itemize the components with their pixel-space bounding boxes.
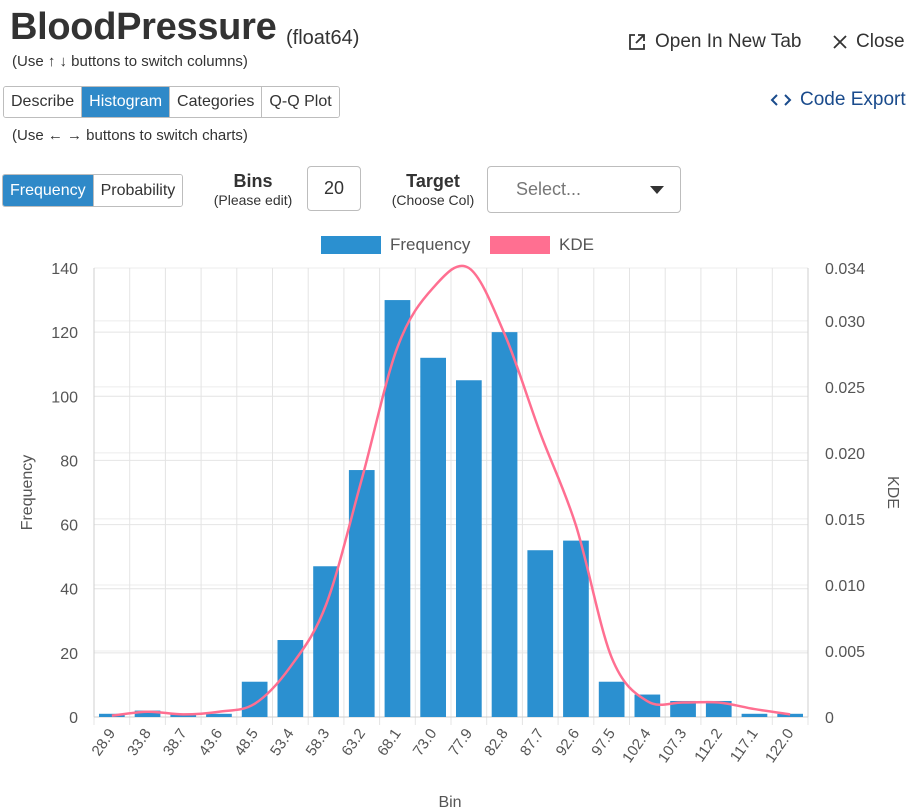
x-tick-label: 92.6 bbox=[553, 726, 584, 760]
target-label-title: Target bbox=[406, 171, 460, 191]
x-tick-label: 33.8 bbox=[124, 726, 155, 760]
histogram-bar bbox=[134, 710, 161, 717]
x-tick-label: 73.0 bbox=[410, 726, 441, 760]
x-tick-label: 112.2 bbox=[691, 726, 726, 766]
kde-line bbox=[111, 264, 791, 717]
x-axis-title: Bin bbox=[438, 794, 461, 808]
frequency-button[interactable]: Frequency bbox=[3, 175, 94, 206]
external-link-icon bbox=[629, 34, 645, 50]
legend-swatch-frequency bbox=[321, 236, 381, 254]
y-axis-title: Frequency bbox=[19, 455, 36, 531]
bins-label-title: Bins bbox=[233, 171, 273, 191]
column-title: BloodPressure bbox=[10, 6, 277, 48]
y-tick-label: 20 bbox=[60, 646, 78, 663]
histogram-bar bbox=[670, 700, 696, 717]
close-label: Close bbox=[856, 31, 905, 52]
chart-switch-hint: (Use ← → buttons to switch charts) bbox=[12, 127, 248, 144]
y2-tick-label: 0 bbox=[825, 710, 834, 727]
histogram-bar bbox=[384, 300, 411, 717]
x-tick-label: 53.4 bbox=[267, 726, 298, 760]
histogram-bar bbox=[420, 357, 447, 717]
tab-histogram[interactable]: Histogram bbox=[82, 87, 171, 117]
histogram-bar bbox=[527, 550, 554, 717]
tab-qq-plot[interactable]: Q-Q Plot bbox=[262, 87, 339, 117]
histogram-bar bbox=[741, 713, 768, 717]
x-tick-label: 107.3 bbox=[655, 726, 690, 767]
y2-tick-label: 0.025 bbox=[825, 380, 865, 397]
code-icon bbox=[770, 94, 792, 106]
x-tick-label: 102.4 bbox=[619, 726, 654, 767]
legend-label-frequency: Frequency bbox=[390, 235, 471, 254]
x-tick-label: 97.5 bbox=[588, 726, 619, 760]
y-tick-label: 140 bbox=[51, 261, 78, 278]
code-export-button[interactable]: Code Export bbox=[770, 89, 906, 111]
histogram-chart: 0 20 40 60 80 100 120 140 0 0.005 0.010 0.015 0.020 0… bbox=[19, 235, 901, 808]
target-label: Target (Choose Col) bbox=[386, 171, 480, 209]
x-tick-label: 68.1 bbox=[374, 726, 405, 760]
open-in-new-tab-label: Open In New Tab bbox=[655, 31, 802, 52]
x-tick-label: 82.8 bbox=[481, 726, 512, 760]
legend-swatch-kde bbox=[490, 236, 550, 254]
x-tick-label: 43.6 bbox=[196, 726, 227, 760]
x-tick-label: 63.2 bbox=[338, 726, 369, 760]
y2-tick-label: 0.015 bbox=[825, 512, 865, 529]
histogram-bar bbox=[206, 713, 232, 717]
y-tick-label: 120 bbox=[51, 325, 78, 342]
histogram-bar bbox=[313, 566, 339, 717]
x-tick-label: 28.9 bbox=[88, 726, 119, 760]
histogram-bar bbox=[563, 540, 589, 717]
tab-categories[interactable]: Categories bbox=[170, 87, 263, 117]
tab-describe[interactable]: Describe bbox=[4, 87, 83, 117]
histogram-bar bbox=[241, 681, 268, 717]
histogram-bar bbox=[777, 713, 804, 717]
x-tick-label: 48.5 bbox=[231, 726, 262, 760]
bins-input[interactable] bbox=[307, 166, 361, 211]
target-label-hint: (Choose Col) bbox=[391, 192, 475, 208]
y-tick-label: 80 bbox=[60, 453, 78, 470]
y-tick-label: 0 bbox=[69, 710, 78, 727]
x-tick-label: 58.3 bbox=[303, 726, 334, 760]
legend-label-kde: KDE bbox=[559, 235, 594, 254]
column-switch-hint: (Use ↑ ↓ buttons to switch columns) bbox=[12, 53, 248, 70]
y2-axis-title: KDE bbox=[884, 476, 901, 509]
histogram-mode-toggle: Frequency Probability bbox=[2, 174, 184, 207]
y2-tick-label: 0.030 bbox=[825, 314, 865, 331]
bins-label-hint: (Please edit) bbox=[213, 192, 293, 208]
y2-tick-label: 0.005 bbox=[825, 644, 865, 661]
histogram-bar bbox=[348, 470, 375, 717]
close-icon bbox=[833, 35, 847, 49]
x-tick-label: 117.1 bbox=[727, 726, 762, 766]
target-select-placeholder: Select... bbox=[516, 179, 582, 199]
histogram-bar bbox=[705, 700, 732, 717]
x-tick-label: 122.0 bbox=[762, 726, 797, 767]
histogram-bar bbox=[598, 681, 625, 717]
y-tick-label: 60 bbox=[60, 518, 78, 535]
caret-down-icon bbox=[650, 186, 664, 194]
x-tick-label: 87.7 bbox=[517, 726, 548, 760]
close-button[interactable]: Close bbox=[832, 31, 905, 53]
chart-tabs: Describe Histogram Categories Q-Q Plot bbox=[3, 86, 340, 118]
target-select[interactable]: Select... bbox=[487, 166, 681, 213]
histogram-bar bbox=[455, 380, 482, 717]
histogram-bar bbox=[491, 332, 518, 717]
y2-tick-label: 0.020 bbox=[825, 446, 865, 463]
y-tick-label: 100 bbox=[51, 389, 78, 406]
probability-button[interactable]: Probability bbox=[93, 175, 183, 206]
histogram-bar bbox=[634, 694, 661, 717]
code-export-label: Code Export bbox=[800, 89, 906, 110]
open-in-new-tab-button[interactable]: Open In New Tab bbox=[627, 31, 801, 53]
y2-tick-label: 0.010 bbox=[825, 578, 865, 595]
x-tick-label: 38.7 bbox=[160, 726, 191, 760]
column-dtype: (float64) bbox=[286, 27, 360, 49]
y2-tick-label: 0.034 bbox=[825, 261, 865, 278]
bins-label: Bins (Please edit) bbox=[208, 171, 298, 209]
y-tick-label: 40 bbox=[60, 582, 78, 599]
x-tick-label: 77.9 bbox=[445, 726, 476, 760]
